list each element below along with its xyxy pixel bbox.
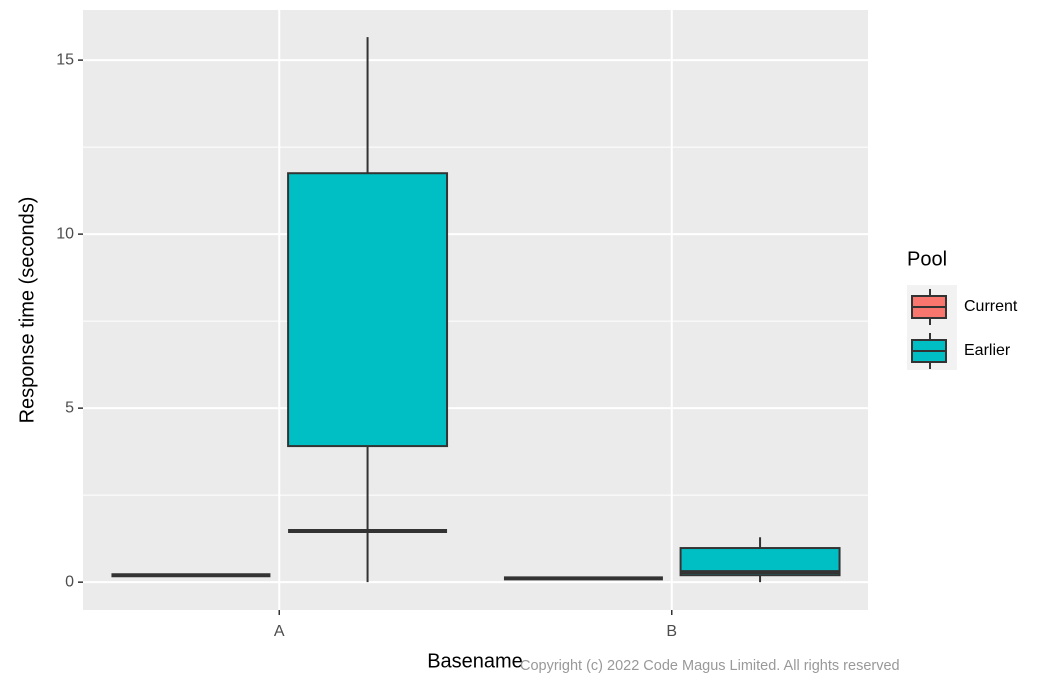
legend-label: Earlier — [964, 342, 1011, 359]
x-tick-label: B — [666, 623, 677, 640]
x-tick-label: A — [274, 623, 285, 640]
y-tick-label: 10 — [56, 225, 74, 242]
panel — [83, 10, 868, 610]
y-tick-label: 15 — [56, 51, 74, 68]
y-tick-label: 0 — [65, 573, 74, 590]
y-axis-title: Response time (seconds) — [16, 197, 38, 424]
legend-label: Current — [964, 298, 1018, 315]
x-axis-title: Basename — [427, 650, 523, 672]
caption: Copyright (c) 2022 Code Magus Limited. A… — [520, 658, 900, 674]
legend-title: Pool — [907, 248, 947, 270]
box — [287, 172, 449, 448]
y-tick-label: 5 — [65, 399, 74, 416]
